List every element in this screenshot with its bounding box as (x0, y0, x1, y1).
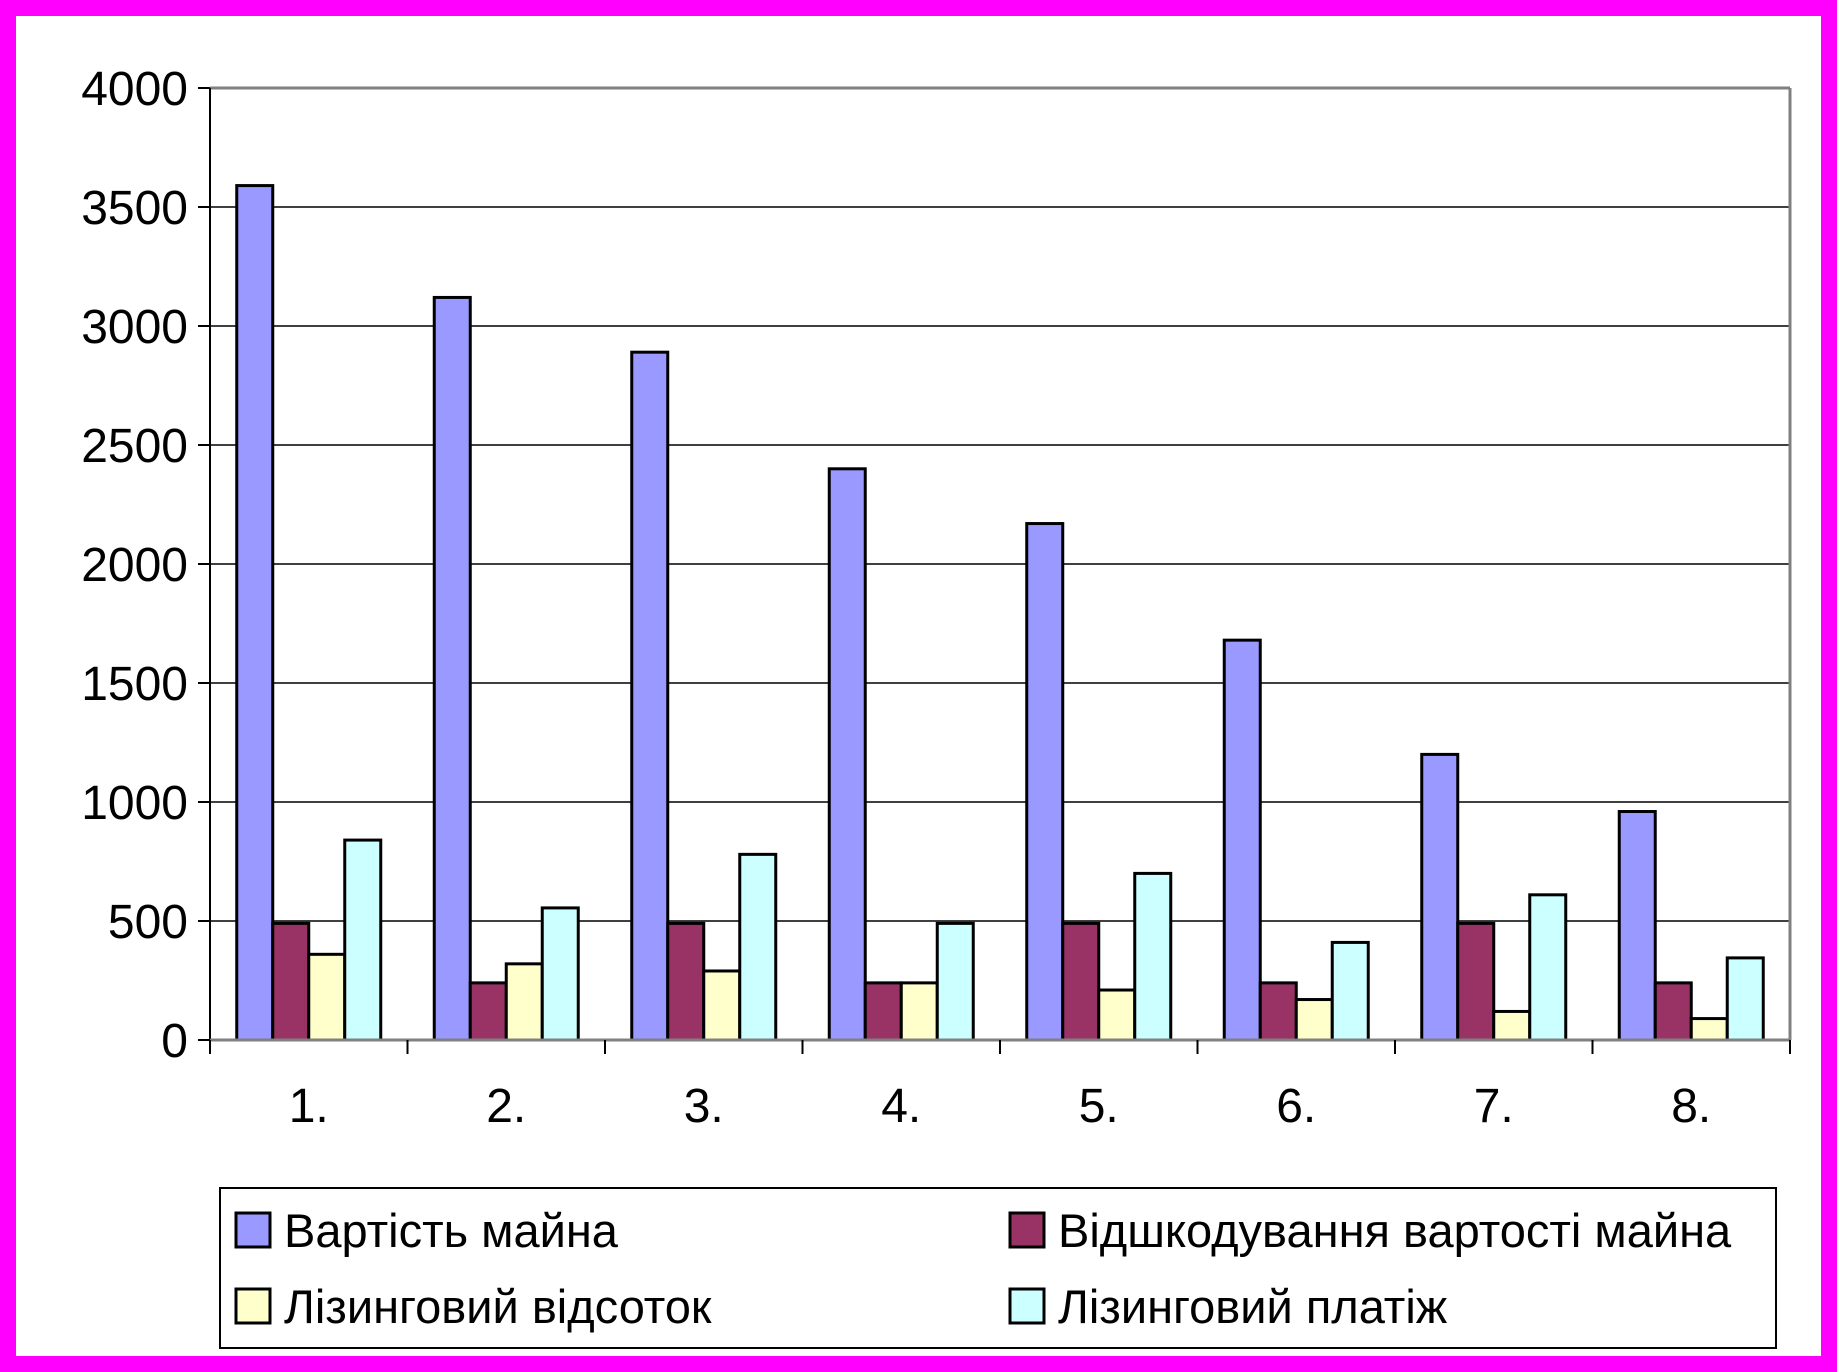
y-tick-label: 1500 (81, 658, 188, 711)
bar-2-1 (271, 921, 311, 1042)
bar-3-5 (1097, 988, 1137, 1042)
bar-2-3 (666, 921, 706, 1042)
y-tick-label: 3000 (81, 301, 188, 354)
y-tick-label: 2000 (81, 539, 188, 592)
legend-swatch-4 (1008, 1287, 1046, 1325)
bar-2-8 (1653, 981, 1693, 1042)
x-tick-label: 8. (1671, 1080, 1711, 1133)
bar-1-3 (630, 350, 670, 1042)
y-tick-label: 500 (108, 896, 188, 949)
bar-2-7 (1456, 921, 1496, 1042)
y-tick-label: 1000 (81, 777, 188, 830)
bar-1-6 (1222, 638, 1262, 1042)
x-tick-label: 2. (486, 1080, 526, 1133)
legend-label-4: Лізинговий платіж (1058, 1280, 1448, 1333)
x-tick-label: 7. (1474, 1080, 1514, 1133)
bar-1-4 (827, 467, 867, 1042)
bars (235, 184, 1765, 1042)
legend-label-3: Лізинговий відсоток (284, 1280, 712, 1333)
x-tick-label: 4. (881, 1080, 921, 1133)
bar-1-1 (235, 184, 275, 1042)
y-tick-label: 0 (161, 1015, 188, 1068)
x-tick-label: 5. (1079, 1080, 1119, 1133)
bar-3-8 (1689, 1017, 1729, 1042)
x-tick-labels: 1. 2. 3. 4. 5. 6. 7. 8. (289, 1080, 1712, 1133)
bar-2-4 (863, 981, 903, 1042)
bar-4-1 (343, 838, 383, 1042)
bar-1-8 (1617, 810, 1657, 1042)
bar-1-5 (1025, 522, 1065, 1042)
y-tick-label: 2500 (81, 420, 188, 473)
bar-2-6 (1258, 981, 1298, 1042)
bar-2-2 (468, 981, 508, 1042)
bar-3-1 (307, 952, 347, 1042)
legend-swatch-3 (234, 1287, 272, 1325)
legend-swatch-2 (1008, 1211, 1046, 1249)
axes (198, 86, 1792, 1054)
bar-3-2 (504, 962, 544, 1042)
x-tick-label: 3. (684, 1080, 724, 1133)
legend-box (219, 1187, 1777, 1349)
bar-4-3 (738, 852, 778, 1042)
bar-2-5 (1061, 921, 1101, 1042)
y-tick-labels: 0 500 1000 1500 2000 2500 3000 3500 4000 (81, 63, 188, 1068)
legend-label-1: Вартість майна (284, 1204, 619, 1257)
bar-3-7 (1492, 1009, 1532, 1042)
bar-4-5 (1133, 871, 1173, 1042)
legend: Вартість майна Відшкодування вартості май… (219, 1187, 1777, 1349)
legend-label-2: Відшкодування вартості майна (1058, 1204, 1732, 1257)
bar-4-8 (1725, 956, 1765, 1042)
y-tick-label: 4000 (81, 63, 188, 116)
x-tick-label: 6. (1276, 1080, 1316, 1133)
bar-4-6 (1330, 940, 1370, 1042)
bar-4-7 (1528, 893, 1568, 1042)
x-tick-label: 1. (289, 1080, 329, 1133)
legend-swatch-1 (234, 1211, 272, 1249)
bar-1-7 (1420, 752, 1460, 1042)
bar-3-4 (899, 981, 939, 1042)
bar-3-6 (1294, 998, 1334, 1042)
bar-4-4 (935, 921, 975, 1042)
bar-4-2 (540, 906, 580, 1042)
bar-1-2 (432, 295, 472, 1042)
bar-3-3 (702, 969, 742, 1042)
y-tick-label: 3500 (81, 182, 188, 235)
